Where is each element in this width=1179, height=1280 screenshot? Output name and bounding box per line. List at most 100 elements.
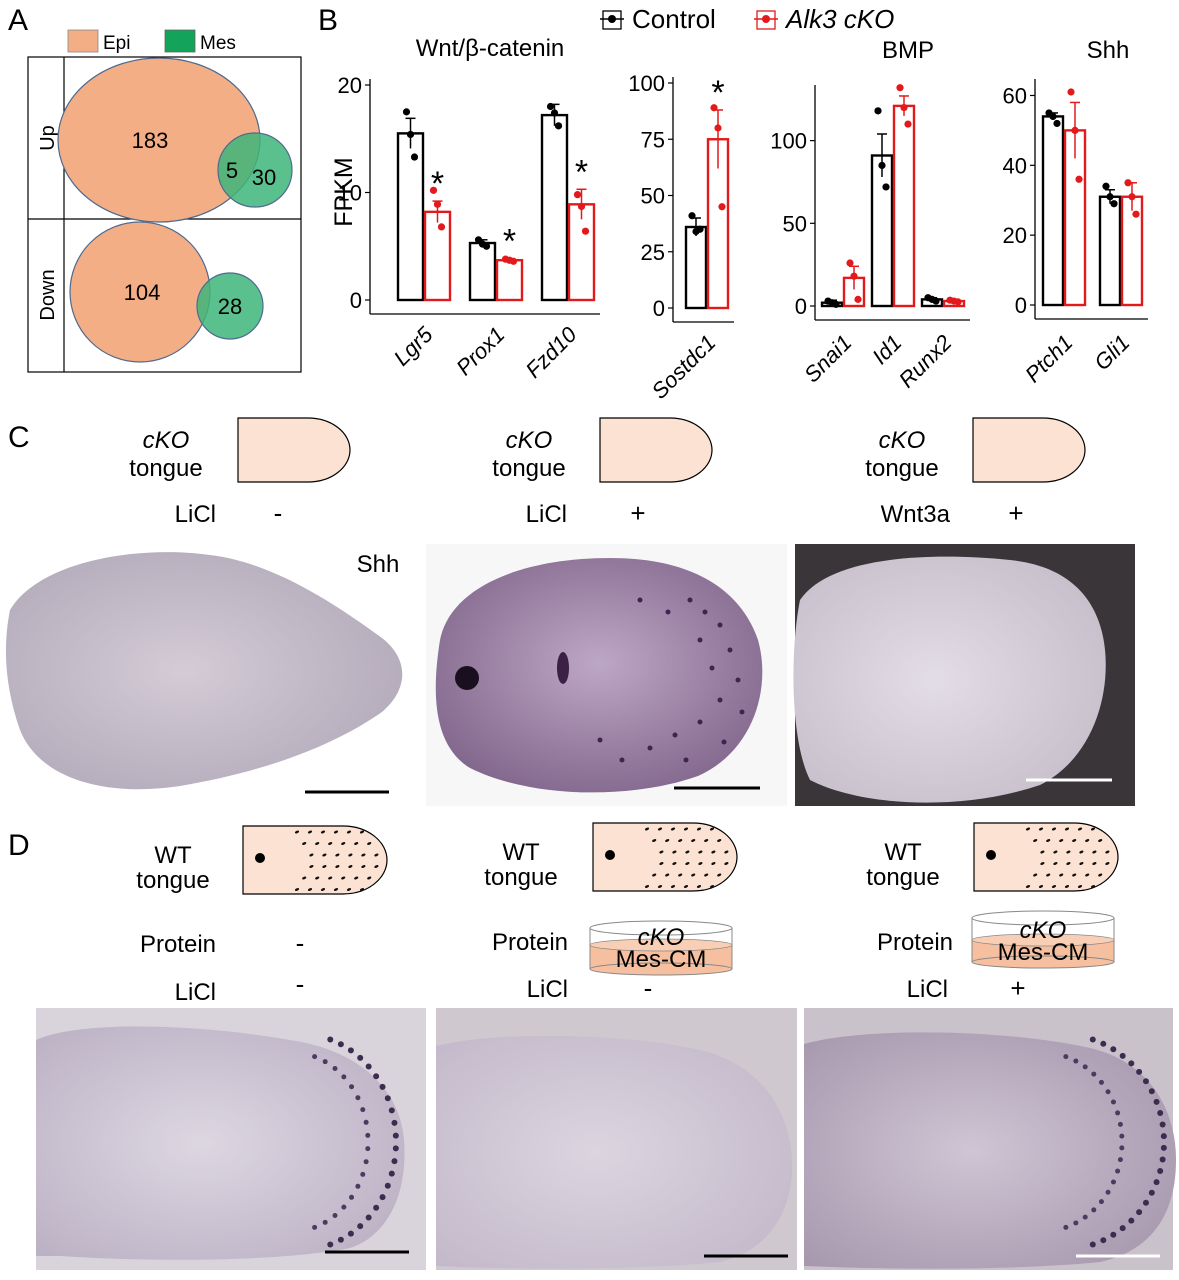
papilla-mark [709,827,715,831]
venn-up-epi-count: 183 [132,128,169,153]
papilla-mark [1064,885,1070,888]
d3-label-wt: WT [884,839,922,866]
x-tick-label-Snai1: Snai1 [799,330,856,387]
bar-Sostdc1-control [684,225,708,310]
panel-c-condition-2: cKO tongue LiCl + [492,417,713,528]
panel-a-legend: Epi Mes [67,29,236,54]
papilla-mark [683,885,689,888]
papilla-mark [672,862,677,865]
c2-reagent-label: LiCl [526,501,567,528]
papilla-mark [1053,850,1058,854]
d1-licl-sign: - [296,969,305,999]
papilla-mark [678,873,683,877]
data-point [882,183,890,191]
d2-label-wt: WT [502,839,540,866]
c-stain-label: Shh [357,551,400,578]
papilla-mark [333,888,339,891]
c-photo-2 [426,544,787,806]
data-point [1132,210,1140,218]
papilla-mark [361,865,366,868]
papilla-mark [1072,873,1077,877]
papilla-mark [678,839,683,842]
papilla-mark [657,885,663,888]
papilla-mark [711,850,716,854]
panel-label-c: C [8,421,30,454]
row-label-down: Down [37,269,59,320]
c3-tongue-photo [793,556,1106,803]
c1-label-cko: cKO [143,427,190,454]
data-point [832,300,840,308]
papilla-mark [717,873,722,877]
papilla-mark [1059,873,1064,877]
papilla-mark [1079,862,1084,865]
papilla-mark [354,842,359,845]
data-point [1124,179,1132,187]
legend-swatch-epi [67,29,99,53]
c3-label-cko: cKO [879,427,926,454]
papilla-mark [1066,850,1071,854]
x-tick-label-Sostdc1: Sostdc1 [647,330,721,404]
data-point [1110,200,1118,208]
legend-control-box [602,10,622,30]
panel-b-charts: Wnt/β-catenin 0 10 20 * Lgr5 * Prox1 * Fzd10 0 25 50… [338,35,1148,404]
c1-reagent-label: LiCl [175,501,216,528]
papilla-mark [302,842,307,845]
papilla-mark [374,853,379,857]
papilla-mark [1098,839,1103,842]
row-label-up: Up [37,125,59,151]
papilla-mark [1105,850,1110,854]
data-point [546,102,555,111]
papilla-mark [1033,873,1038,877]
d2-tongue-photo [436,1035,793,1269]
data-point [1106,193,1114,201]
y-tick-label: 25 [641,240,665,265]
legend-mes-label: Mes [200,33,236,54]
y-tick-label: 20 [338,73,362,98]
legend-epi-label: Epi [103,33,130,54]
c2-tongue-schematic [599,417,713,483]
data-point [710,104,718,112]
bar-Fzd10-control [540,113,569,302]
legend-cko-box [756,10,776,30]
papilla-mark [348,865,353,868]
papilla-mark [341,876,346,880]
significance-star: * [431,165,444,203]
data-point [854,295,862,303]
papilla-mark [698,850,703,854]
d1-tongue-photo [36,1026,405,1260]
d2-licl-label: LiCl [527,976,568,1003]
d1-label-wt: WT [154,842,192,869]
x-tick-label-Ptch1: Ptch1 [1020,330,1077,387]
data-point [900,103,908,112]
panel-d-condition-2: WT tongue Protein cKO Mes-CM LiCl - [484,839,733,1003]
c1-label-tongue: tongue [129,455,202,482]
c2-papilla-dots [597,597,745,763]
data-point [577,202,586,211]
data-point [402,108,411,116]
d1-licl-label: LiCl [175,979,216,1006]
papilla-mark [1066,862,1071,865]
papilla-mark [698,862,703,865]
papilla-mark [691,839,696,842]
papilla-mark [346,888,352,891]
d1-protein-sign: - [296,928,305,958]
bar-Id1-control [870,154,894,308]
bar-Lgr5-control [396,132,425,302]
papilla-mark [1090,885,1096,888]
c2-foramen-stain [455,666,479,690]
papilla-mark [309,853,314,857]
x-tick-label-Fzd10: Fzd10 [521,321,582,382]
d1-tongue-schematic [242,825,388,895]
panel-a-venn: Up Down 183 5 30 104 28 [27,56,302,373]
bar-Prox1-control [468,241,497,302]
data-point [718,203,726,211]
panel-label-b: B [318,4,338,37]
chart-1-title: Wnt/β-catenin [416,35,565,62]
data-point [554,122,563,130]
y-axis-label: FPKM [330,157,358,226]
data-point [573,191,582,199]
c2-label-tongue: tongue [492,455,565,482]
d-photo-papilla-dots [312,1036,1167,1248]
